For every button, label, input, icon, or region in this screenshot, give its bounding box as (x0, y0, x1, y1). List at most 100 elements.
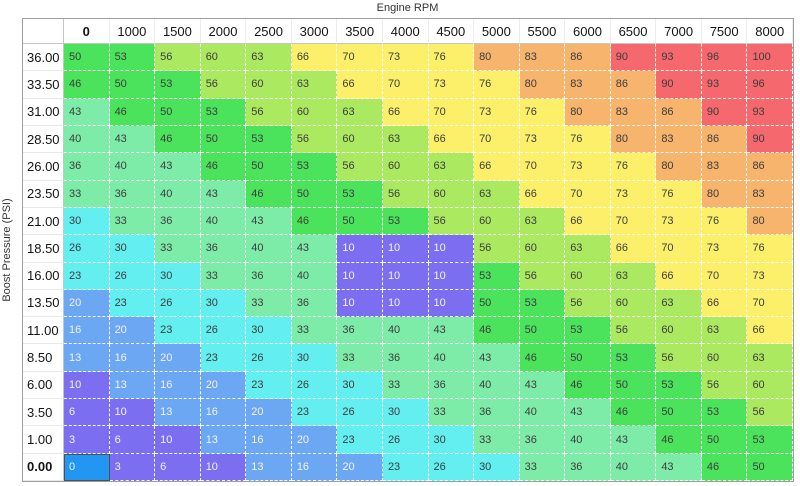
grid-cell[interactable]: 23 (291, 399, 338, 427)
grid-cell[interactable]: 76 (610, 153, 657, 181)
grid-cell[interactable]: 10 (428, 289, 475, 318)
grid-cell[interactable]: 86 (565, 44, 611, 72)
grid-cell[interactable]: 50 (656, 399, 702, 427)
column-header[interactable]: 5500 (519, 19, 566, 44)
row-header[interactable]: 8.50 (23, 344, 64, 372)
grid-cell[interactable]: 36 (291, 289, 338, 318)
grid-cell[interactable]: 50 (747, 453, 793, 481)
grid-cell[interactable]: 80 (747, 207, 793, 236)
grid-cell[interactable]: 66 (382, 98, 429, 126)
grid-cell[interactable]: 63 (565, 235, 611, 263)
grid-cell[interactable]: 3 (109, 453, 156, 481)
grid-cell[interactable]: 26 (246, 344, 292, 372)
grid-cell[interactable]: 43 (474, 344, 520, 372)
grid-cell[interactable]: 10 (428, 235, 475, 263)
grid-cell[interactable]: 36 (519, 426, 566, 454)
grid-cell[interactable]: 70 (382, 71, 429, 99)
grid-cell[interactable]: 6 (155, 453, 201, 481)
grid-cell[interactable]: 100 (747, 44, 793, 72)
grid-cell[interactable]: 66 (701, 289, 748, 318)
row-header[interactable]: 26.00 (23, 153, 64, 181)
grid-cell[interactable]: 50 (155, 98, 201, 126)
grid-cell[interactable]: 53 (701, 399, 748, 427)
grid-cell[interactable]: 20 (64, 289, 110, 318)
grid-cell[interactable]: 76 (565, 125, 611, 154)
grid-cell[interactable]: 33 (337, 344, 383, 372)
grid-cell[interactable]: 83 (610, 98, 657, 126)
grid-cell[interactable]: 53 (519, 289, 566, 318)
row-header[interactable]: 36.00 (23, 44, 64, 72)
grid-cell[interactable]: 10 (382, 289, 429, 318)
grid-cell[interactable]: 56 (656, 344, 702, 372)
grid-cell[interactable]: 33 (246, 289, 292, 318)
grid-cell[interactable]: 36 (155, 207, 201, 236)
column-header[interactable]: 0 (64, 19, 110, 44)
grid-cell[interactable]: 66 (565, 207, 611, 236)
grid-cell[interactable]: 83 (747, 180, 793, 208)
grid-cell[interactable]: 76 (519, 98, 566, 126)
grid-cell[interactable]: 70 (519, 153, 566, 181)
grid-cell[interactable]: 53 (747, 426, 793, 454)
grid-cell[interactable]: 70 (656, 235, 702, 263)
grid-cell[interactable]: 43 (428, 317, 475, 345)
grid-cell[interactable]: 60 (474, 207, 520, 236)
grid-cell[interactable]: 40 (155, 180, 201, 208)
grid-cell[interactable]: 40 (474, 371, 520, 400)
grid-cell[interactable]: 53 (246, 125, 292, 154)
grid-cell[interactable]: 26 (200, 317, 247, 345)
grid-cell[interactable]: 70 (565, 180, 611, 208)
grid-cell[interactable]: 53 (291, 153, 338, 181)
column-header[interactable]: 6500 (610, 19, 657, 44)
grid-cell[interactable]: 56 (474, 235, 520, 263)
grid-cell[interactable]: 63 (246, 44, 292, 72)
grid-cell[interactable]: 60 (519, 235, 566, 263)
grid-cell[interactable]: 56 (382, 180, 429, 208)
grid-cell[interactable]: 43 (155, 153, 201, 181)
grid-cell[interactable]: 50 (291, 180, 338, 208)
grid-cell[interactable]: 80 (610, 125, 657, 154)
column-header[interactable]: 3500 (337, 19, 383, 44)
grid-cell[interactable]: 43 (519, 371, 566, 400)
grid-cell[interactable]: 10 (337, 289, 383, 318)
column-header[interactable]: 4000 (382, 19, 429, 44)
grid-cell[interactable]: 73 (382, 44, 429, 72)
grid-cell[interactable]: 50 (64, 44, 110, 72)
grid-cell[interactable]: 60 (610, 289, 657, 318)
grid-cell[interactable]: 60 (291, 98, 338, 126)
grid-cell[interactable]: 96 (701, 44, 748, 72)
grid-cell[interactable]: 56 (291, 125, 338, 154)
grid-cell[interactable]: 60 (246, 71, 292, 99)
grid-cell[interactable]: 10 (428, 262, 475, 290)
column-header[interactable]: 1500 (155, 19, 201, 44)
grid-cell[interactable]: 13 (155, 399, 201, 427)
grid-cell[interactable]: 13 (200, 426, 247, 454)
grid-cell[interactable]: 26 (428, 453, 475, 481)
grid-cell[interactable]: 33 (291, 317, 338, 345)
grid-cell[interactable]: 83 (519, 44, 566, 72)
grid-cell[interactable]: 33 (519, 453, 566, 481)
row-header[interactable]: 33.50 (23, 71, 64, 99)
grid-cell[interactable]: 83 (565, 71, 611, 99)
column-header[interactable]: 2000 (200, 19, 247, 44)
grid-cell[interactable]: 36 (200, 235, 247, 263)
grid-cell[interactable]: 23 (246, 371, 292, 400)
grid-cell[interactable]: 56 (747, 399, 793, 427)
grid-cell[interactable]: 10 (337, 262, 383, 290)
grid-cell[interactable]: 73 (656, 207, 702, 236)
grid-cell[interactable]: 33 (428, 399, 475, 427)
grid-cell[interactable]: 76 (656, 180, 702, 208)
grid-cell[interactable]: 93 (701, 71, 748, 99)
grid-cell[interactable]: 6 (109, 426, 156, 454)
grid-cell[interactable]: 40 (200, 207, 247, 236)
row-header[interactable]: 28.50 (23, 125, 64, 154)
column-header[interactable]: 5000 (474, 19, 520, 44)
grid-cell[interactable]: 23 (382, 453, 429, 481)
grid-cell[interactable]: 16 (64, 317, 110, 345)
grid-cell[interactable]: 53 (109, 44, 156, 72)
grid-cell[interactable]: 93 (747, 98, 793, 126)
grid-cell[interactable]: 66 (337, 71, 383, 99)
grid-cell[interactable]: 46 (519, 344, 566, 372)
grid-cell[interactable]: 56 (428, 207, 475, 236)
grid-cell[interactable]: 76 (474, 71, 520, 99)
grid-cell[interactable]: 46 (291, 207, 338, 236)
